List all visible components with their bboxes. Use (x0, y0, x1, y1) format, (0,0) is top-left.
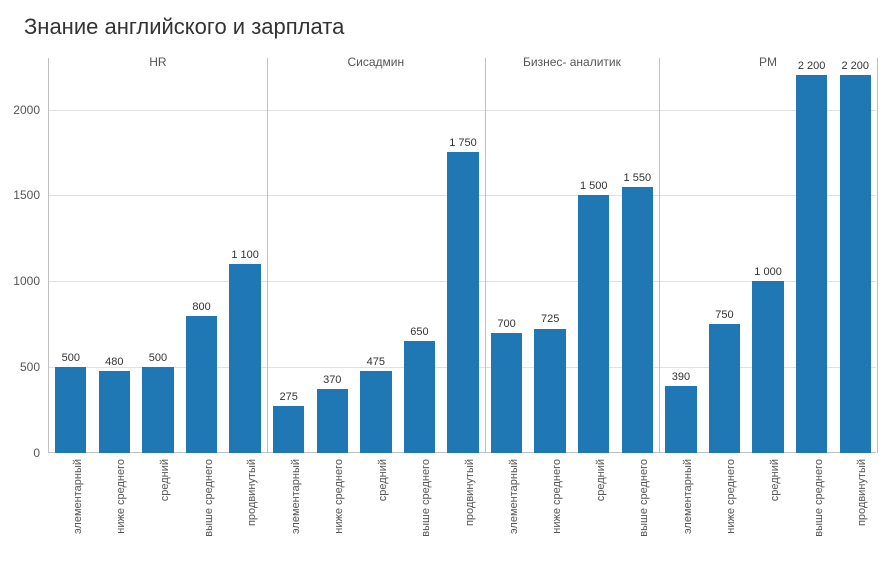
bar (142, 367, 173, 453)
bar-value-label: 390 (672, 371, 690, 383)
bar (447, 152, 478, 453)
x-tick-label: продвинутый (856, 459, 868, 526)
y-tick-label: 1000 (13, 274, 40, 288)
bar-value-label: 1 500 (580, 180, 608, 192)
bar (796, 75, 827, 453)
bar-value-label: 650 (410, 326, 428, 338)
panel-separator (877, 58, 878, 453)
bar (273, 406, 304, 453)
x-tick-label: средний (595, 459, 607, 501)
bar (840, 75, 871, 453)
x-tick-label: средний (159, 459, 171, 501)
bar-value-label: 1 750 (449, 137, 477, 149)
x-tick-label: продвинутый (464, 459, 476, 526)
bar-value-label: 500 (149, 352, 167, 364)
bar-value-label: 750 (715, 309, 733, 321)
bar-value-label: 2 200 (798, 60, 826, 72)
bar-value-label: 800 (192, 301, 210, 313)
y-tick-label: 0 (33, 446, 40, 460)
x-tick-label: элементарный (72, 459, 84, 534)
y-tick-label: 1500 (13, 188, 40, 202)
x-tick-label: ниже среднего (115, 459, 127, 534)
bar (186, 316, 217, 453)
bar-value-label: 500 (62, 352, 80, 364)
x-tick-label: выше среднего (813, 459, 825, 537)
x-tick-label: продвинутый (246, 459, 258, 526)
gridline (49, 110, 876, 111)
bar-value-label: 480 (105, 356, 123, 368)
x-tick-label: выше среднего (420, 459, 432, 537)
y-axis: 0500100015002000 (0, 58, 44, 453)
bar (491, 333, 522, 453)
panel-header: HR (49, 56, 267, 69)
panel-separator (485, 58, 486, 453)
bar (404, 341, 435, 453)
x-tick-label: ниже среднего (333, 459, 345, 534)
bar-value-label: 1 000 (754, 266, 782, 278)
x-tick-label: выше среднего (203, 459, 215, 537)
bar (709, 324, 740, 453)
panel-header: Сисадмин (267, 56, 485, 69)
bar (665, 386, 696, 453)
bar (55, 367, 86, 453)
x-tick-label: ниже среднего (551, 459, 563, 534)
chart-container: Знание английского и зарплата 0 500 1000 15… (0, 0, 891, 573)
bar (229, 264, 260, 453)
bar (360, 371, 391, 453)
panel-header: Бизнес- аналитик (485, 56, 659, 69)
bar-value-label: 1 100 (231, 249, 259, 261)
x-tick-label: ниже среднего (725, 459, 737, 534)
bar-value-label: 475 (367, 356, 385, 368)
x-axis: элементарный ниже среднего средний выше сре… (48, 459, 876, 569)
y-tick-label: 500 (20, 360, 40, 374)
x-tick-label: средний (769, 459, 781, 501)
bar-value-label: 2 200 (841, 60, 869, 72)
bar (622, 187, 653, 453)
panel-separator (659, 58, 660, 453)
bar (578, 195, 609, 453)
bar (752, 281, 783, 453)
bar-value-label: 370 (323, 374, 341, 386)
bar-value-label: 1 550 (624, 172, 652, 184)
plot-area: HR 500 480 500 800 1 100 Сисадмин 275 370 475 650 1… (48, 58, 876, 453)
x-tick-label: средний (377, 459, 389, 501)
x-tick-label: элементарный (290, 459, 302, 534)
bar (534, 329, 565, 454)
bar-value-label: 700 (497, 318, 515, 330)
y-tick-label: 2000 (13, 103, 40, 117)
bar-value-label: 725 (541, 313, 559, 325)
bar (317, 389, 348, 453)
bar (99, 371, 130, 453)
bar-value-label: 275 (279, 391, 297, 403)
x-tick-label: элементарный (682, 459, 694, 534)
x-tick-label: элементарный (508, 459, 520, 534)
chart-title: Знание английского и зарплата (24, 14, 344, 40)
panel-separator (267, 58, 268, 453)
x-tick-label: выше среднего (638, 459, 650, 537)
